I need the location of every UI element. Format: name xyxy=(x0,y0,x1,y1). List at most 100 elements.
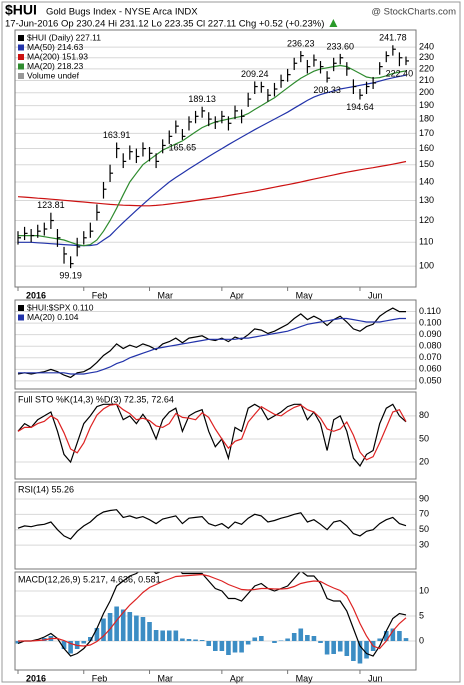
histogram-bar xyxy=(252,637,258,641)
histogram-bar xyxy=(324,641,330,655)
y-tick-label: 0.100 xyxy=(419,317,442,327)
histogram-bar xyxy=(114,606,119,641)
high-label: 163.91 xyxy=(103,130,131,140)
histogram-bar xyxy=(180,638,185,641)
histogram-bar xyxy=(199,640,205,641)
high-label: 123.81 xyxy=(37,200,65,210)
x-tick-label: Apr xyxy=(230,290,244,300)
histogram-bar xyxy=(397,631,402,641)
y-tick-label: 0.060 xyxy=(419,364,442,374)
histogram-bar xyxy=(101,618,106,641)
low-label: 222.40 xyxy=(386,69,414,79)
legend-label: Volume undef xyxy=(27,70,80,80)
x-tick-label: May xyxy=(296,290,314,300)
x-tick-label: 2016 xyxy=(26,673,46,683)
histogram-bar xyxy=(160,630,165,641)
legend-swatch xyxy=(18,44,24,51)
y-tick-label: 50 xyxy=(419,524,429,534)
y-tick-label: 110 xyxy=(419,237,433,247)
x-tick-label: Jun xyxy=(368,290,383,300)
histogram-bar xyxy=(383,631,389,641)
series-line xyxy=(18,573,407,650)
histogram-bar xyxy=(305,635,310,641)
legend-label: MA(20) 218.23 xyxy=(27,61,83,71)
symbol: $HUI xyxy=(5,2,37,18)
histogram-bar xyxy=(212,641,218,651)
high-label: 241.78 xyxy=(379,33,407,43)
panel-frame xyxy=(14,481,417,570)
histogram-bar xyxy=(390,628,396,641)
histogram-bar xyxy=(68,641,73,654)
panel xyxy=(15,307,416,382)
histogram-bar xyxy=(166,630,172,641)
histogram-bar xyxy=(357,641,363,664)
histogram-bar xyxy=(193,639,198,641)
histogram-bar xyxy=(331,641,336,654)
y-tick-label: 0.050 xyxy=(419,375,442,385)
y-tick-label: 170 xyxy=(419,128,434,138)
histogram-bar xyxy=(61,641,67,649)
histogram-bar xyxy=(318,641,323,643)
histogram-bar xyxy=(403,638,409,641)
panel-frame xyxy=(14,391,417,480)
panel-title: Full STO %K(14,3) %D(3) 72.35, 72.64 xyxy=(18,394,174,404)
histogram-bar xyxy=(153,630,159,641)
y-tick-label: 230 xyxy=(419,52,434,62)
histogram-bar xyxy=(120,609,126,641)
histogram-bar xyxy=(127,612,133,641)
legend-label: MA(200) 151.93 xyxy=(27,51,88,61)
low-label: 165.65 xyxy=(169,142,197,152)
legend-swatch xyxy=(18,35,24,41)
y-tick-label: 50 xyxy=(419,433,429,443)
y-tick-label: 80 xyxy=(419,410,429,420)
legend-label: $HUI:$SPX 0.110 xyxy=(27,302,94,312)
y-tick-label: 220 xyxy=(419,63,434,73)
y-tick-label: 240 xyxy=(419,41,434,51)
panel xyxy=(15,498,416,546)
y-tick-label: 130 xyxy=(419,195,434,205)
histogram-bar xyxy=(291,633,297,641)
panel-title: RSI(14) 55.26 xyxy=(18,484,74,494)
y-tick-label: 210 xyxy=(419,75,434,85)
panel xyxy=(15,403,416,467)
series-line xyxy=(17,160,407,207)
legend-swatch xyxy=(18,54,24,60)
up-arrow xyxy=(329,19,338,27)
y-tick-label: 20 xyxy=(419,456,429,466)
y-tick-label: 180 xyxy=(419,113,434,123)
panel-frame xyxy=(14,29,417,288)
y-tick-label: 0.080 xyxy=(419,341,442,351)
y-tick-label: 100 xyxy=(419,261,434,271)
x-tick-label: 2016 xyxy=(26,290,46,300)
histogram-bar xyxy=(219,641,225,651)
y-tick-label: 120 xyxy=(419,215,434,225)
legend-label: MA(20) 0.104 xyxy=(27,312,79,322)
series-line xyxy=(17,403,407,461)
histogram-bar xyxy=(245,641,251,645)
panel-title: MACD(12,26,9) 5.217, 4.636, 0.581 xyxy=(18,574,161,584)
low-label: 208.33 xyxy=(313,85,341,95)
histogram-bar xyxy=(140,617,146,641)
legend-label: MA(50) 214.63 xyxy=(27,42,83,52)
x-tick-label: Feb xyxy=(92,290,108,300)
histogram-bar xyxy=(278,640,284,641)
y-tick-label: 0.110 xyxy=(419,306,441,316)
y-tick-label: 10 xyxy=(419,585,429,595)
y-tick-label: 0.070 xyxy=(419,352,442,362)
y-tick-label: 30 xyxy=(419,540,429,550)
legend-swatch xyxy=(18,305,24,311)
histogram-bar xyxy=(107,613,113,641)
histogram-bar xyxy=(272,641,277,643)
series-line xyxy=(17,509,407,540)
histogram-bar xyxy=(232,641,238,653)
histogram-bar xyxy=(351,641,356,661)
y-tick-label: 150 xyxy=(419,159,434,169)
legend-swatch xyxy=(18,63,24,70)
subtitle: 17-Jun-2016 Op 230.24 Hi 231.12 Lo 223.3… xyxy=(5,19,324,30)
legend-swatch xyxy=(18,314,24,321)
legend-label: $HUI (Daily) 227.11 xyxy=(27,32,101,42)
high-label: 209.24 xyxy=(241,69,269,79)
x-tick-label: Mar xyxy=(158,290,174,300)
histogram-bar xyxy=(364,641,369,659)
